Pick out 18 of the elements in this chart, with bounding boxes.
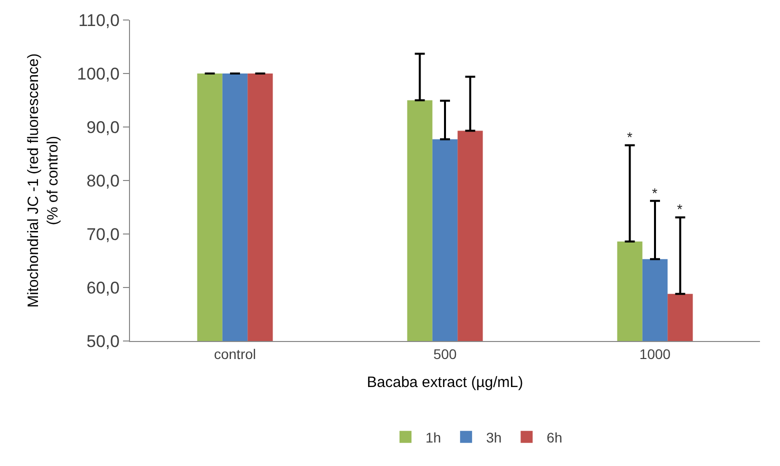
y-tick-label: 90,0 xyxy=(86,118,120,137)
y-tick-label: 110,0 xyxy=(78,10,120,30)
y-tick-label: 50,0 xyxy=(86,332,120,351)
y-axis-title: Mitochondrial JC -1 (red fluorescence) (% of control) xyxy=(24,53,62,308)
x-tick-label: 500 xyxy=(433,346,457,362)
legend-label: 3h xyxy=(486,429,502,446)
annotation: * xyxy=(627,129,633,145)
legend-label: 6h xyxy=(546,429,562,446)
x-tick-label: 1000 xyxy=(639,346,671,362)
annotation: * xyxy=(652,185,658,201)
y-tick-label: 100,0 xyxy=(77,64,120,84)
y-tick-label: 60,0 xyxy=(86,278,120,298)
legend-label: 1h xyxy=(426,429,442,446)
annotation: * xyxy=(677,201,683,217)
y-tick-label: 70,0 xyxy=(86,224,120,244)
y-tick-label: 80,0 xyxy=(86,171,120,190)
x-axis-title: Bacaba extract (µg/mL) xyxy=(366,374,524,391)
x-tick-label: control xyxy=(214,346,256,362)
